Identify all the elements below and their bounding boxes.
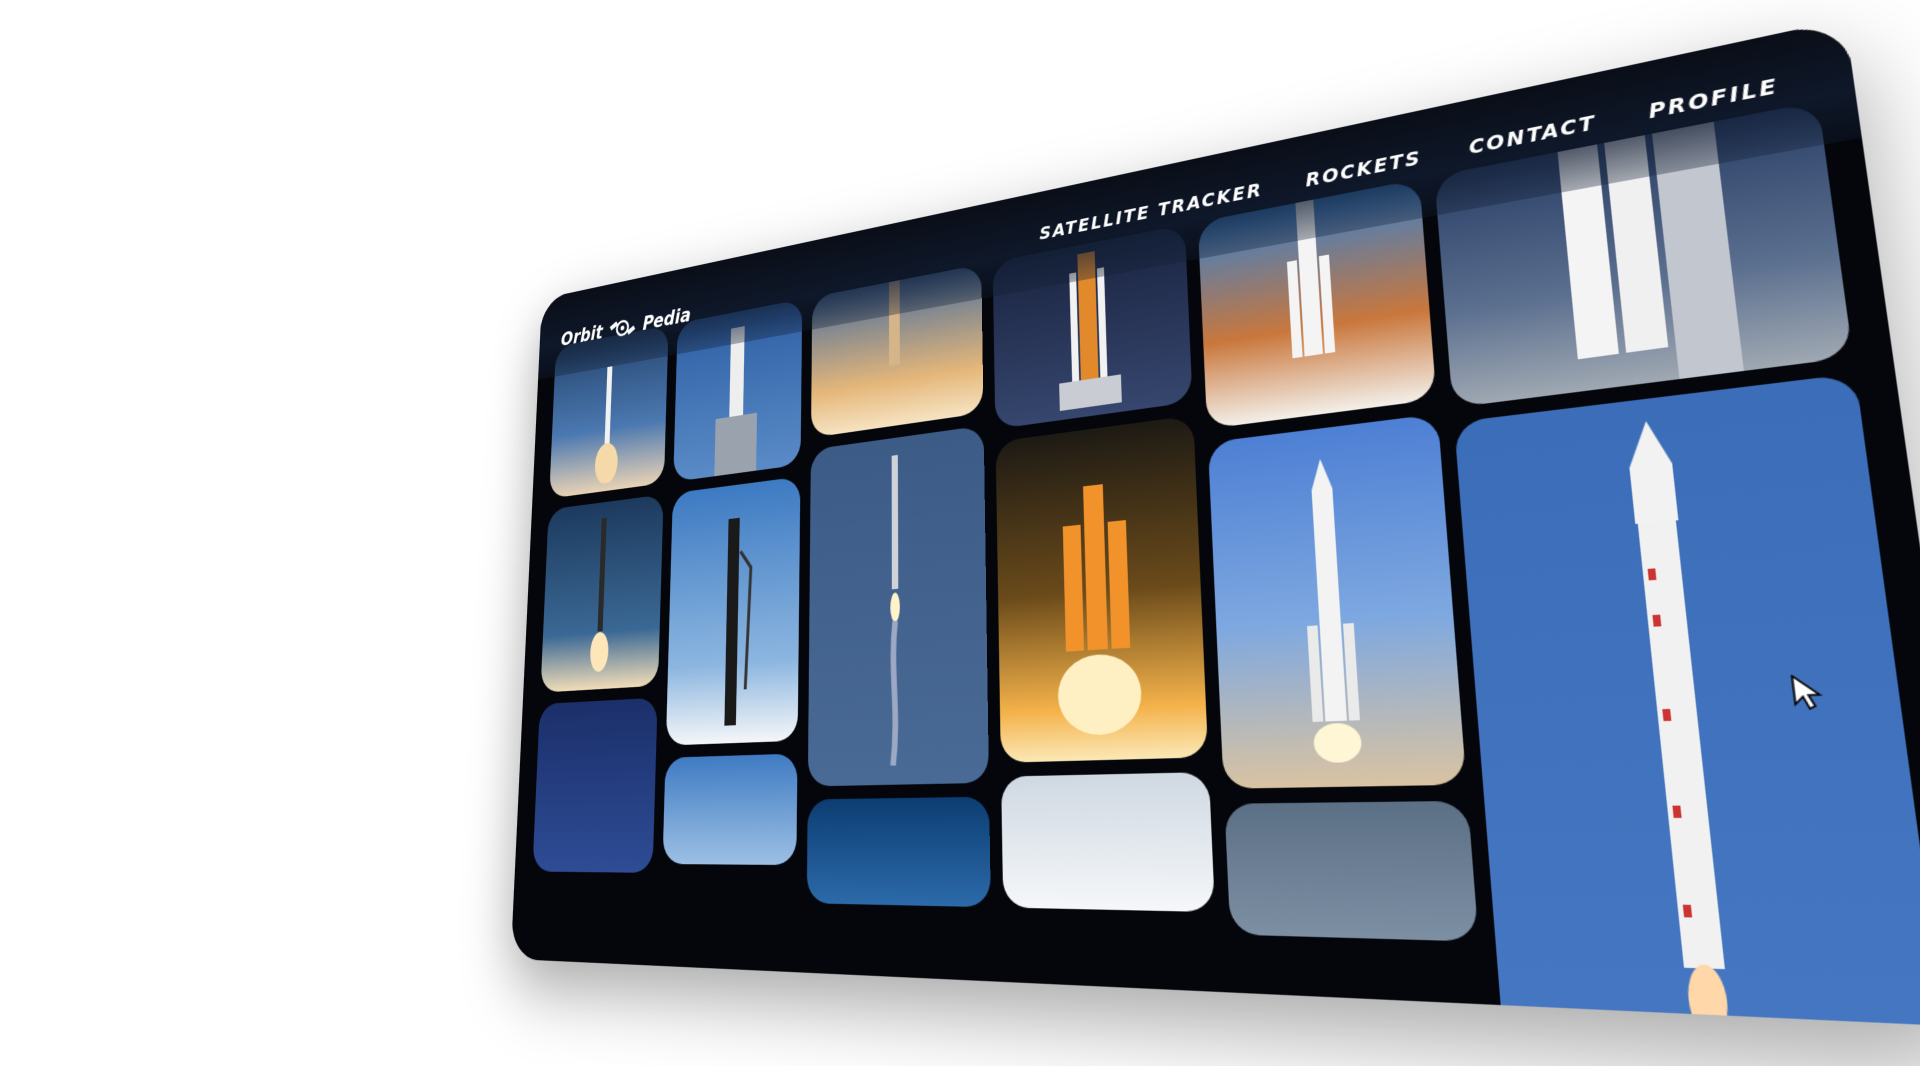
gallery-column (993, 225, 1216, 913)
rocket-illustration (593, 364, 622, 484)
brand-word-left: Orbit (561, 321, 604, 350)
gallery-column (806, 264, 990, 907)
pointer-cursor-icon (1790, 674, 1825, 712)
nav-link-rockets[interactable]: ROCKETS (1305, 147, 1422, 191)
rocket-image-tile[interactable] (663, 754, 797, 866)
satellite-icon (608, 309, 637, 348)
rocket-illustration (1590, 415, 1775, 1028)
brand-logo[interactable]: Orbit Pedia (560, 297, 691, 356)
rocket-illustration (1280, 454, 1384, 766)
brand-word-right: Pedia (642, 304, 691, 335)
rocket-image-tile[interactable] (996, 415, 1209, 763)
rocket-image-tile[interactable] (666, 477, 800, 746)
rocket-illustration (709, 516, 756, 726)
gallery-column (532, 325, 668, 873)
rocket-image-tile[interactable] (1225, 801, 1479, 942)
rocket-image-tile[interactable] (1001, 772, 1215, 912)
rocket-image-tile[interactable] (1454, 373, 1920, 1027)
gallery-column (1198, 179, 1478, 942)
nav-link-contact[interactable]: CONTACT (1468, 112, 1597, 159)
gallery-column (663, 299, 802, 865)
rocket-illustration (1044, 460, 1153, 741)
nav-link-profile[interactable]: PROFILE (1647, 75, 1780, 124)
rocket-image-tile[interactable] (540, 494, 663, 692)
rocket-image-tile[interactable] (808, 425, 989, 786)
rocket-illustration (589, 517, 614, 673)
rocket-illustration (883, 454, 908, 766)
rocket-image-tile[interactable] (532, 698, 658, 873)
rocket-image-tile[interactable] (806, 797, 990, 908)
rocket-image-tile[interactable] (1208, 414, 1466, 789)
browser-screen: Orbit Pedia SATELLITE TRACKER ROCKETS CO… (511, 19, 1920, 1028)
nav-link-satellite-tracker[interactable]: SATELLITE TRACKER (1039, 180, 1263, 245)
